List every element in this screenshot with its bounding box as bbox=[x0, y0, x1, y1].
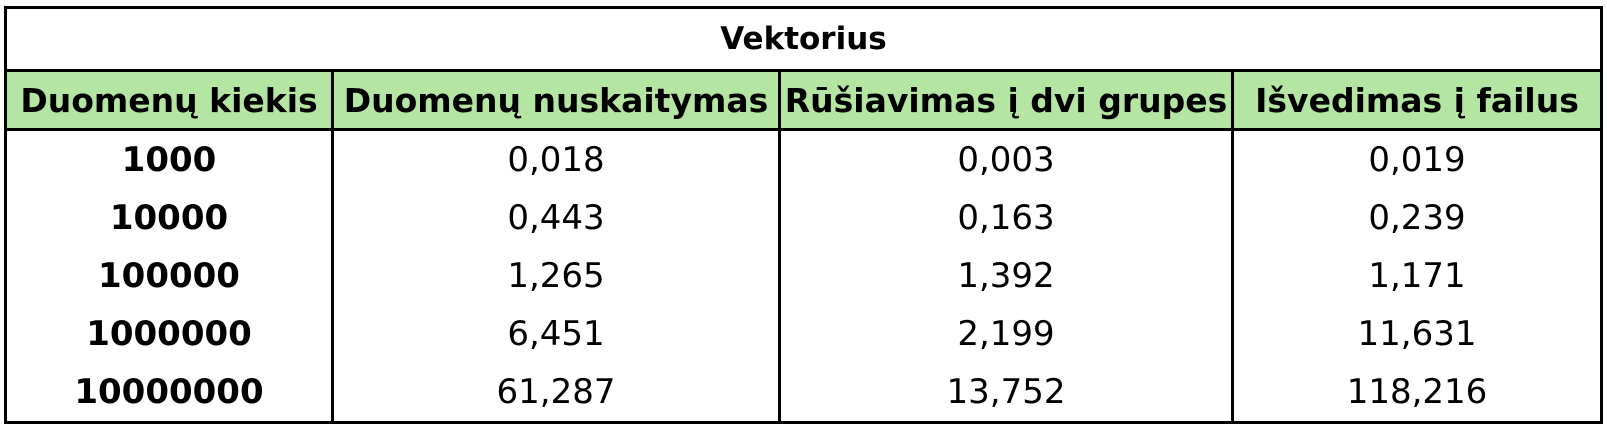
cell-sorting-time: 0,003 bbox=[778, 129, 1234, 189]
cell-data-size: 1000 bbox=[4, 129, 334, 189]
column-header-output: Išvedimas į failus bbox=[1231, 69, 1603, 131]
cell-reading-time: 6,451 bbox=[331, 305, 781, 363]
cell-output-time: 118,216 bbox=[1231, 363, 1603, 424]
cell-data-size: 10000 bbox=[4, 189, 334, 247]
cell-data-size: 10000000 bbox=[4, 363, 334, 424]
cell-output-time: 0,019 bbox=[1231, 129, 1603, 189]
cell-reading-time: 0,018 bbox=[331, 129, 781, 189]
cell-data-size: 1000000 bbox=[4, 305, 334, 363]
cell-sorting-time: 1,392 bbox=[778, 247, 1234, 305]
column-header-sorting: Rūšiavimas į dvi grupes bbox=[778, 69, 1234, 131]
cell-reading-time: 61,287 bbox=[331, 363, 781, 424]
column-header-reading: Duomenų nuskaitymas bbox=[331, 69, 781, 131]
cell-reading-time: 0,443 bbox=[331, 189, 781, 247]
cell-reading-time: 1,265 bbox=[331, 247, 781, 305]
table-row: 10000 0,443 0,163 0,239 bbox=[4, 189, 1603, 247]
table-header-row: Duomenų kiekis Duomenų nuskaitymas Rūšia… bbox=[4, 69, 1603, 131]
table-title-row: Vektorius bbox=[4, 6, 1603, 72]
cell-output-time: 1,171 bbox=[1231, 247, 1603, 305]
cell-data-size: 100000 bbox=[4, 247, 334, 305]
table-row: 10000000 61,287 13,752 118,216 bbox=[4, 363, 1603, 424]
cell-sorting-time: 0,163 bbox=[778, 189, 1234, 247]
table-row: 100000 1,265 1,392 1,171 bbox=[4, 247, 1603, 305]
column-header-data-size: Duomenų kiekis bbox=[4, 69, 334, 131]
results-table: Vektorius Duomenų kiekis Duomenų nuskait… bbox=[4, 6, 1603, 424]
cell-output-time: 0,239 bbox=[1231, 189, 1603, 247]
cell-sorting-time: 2,199 bbox=[778, 305, 1234, 363]
cell-output-time: 11,631 bbox=[1231, 305, 1603, 363]
cell-sorting-time: 13,752 bbox=[778, 363, 1234, 424]
table-row: 1000000 6,451 2,199 11,631 bbox=[4, 305, 1603, 363]
table-row: 1000 0,018 0,003 0,019 bbox=[4, 129, 1603, 189]
table-title: Vektorius bbox=[4, 6, 1603, 72]
